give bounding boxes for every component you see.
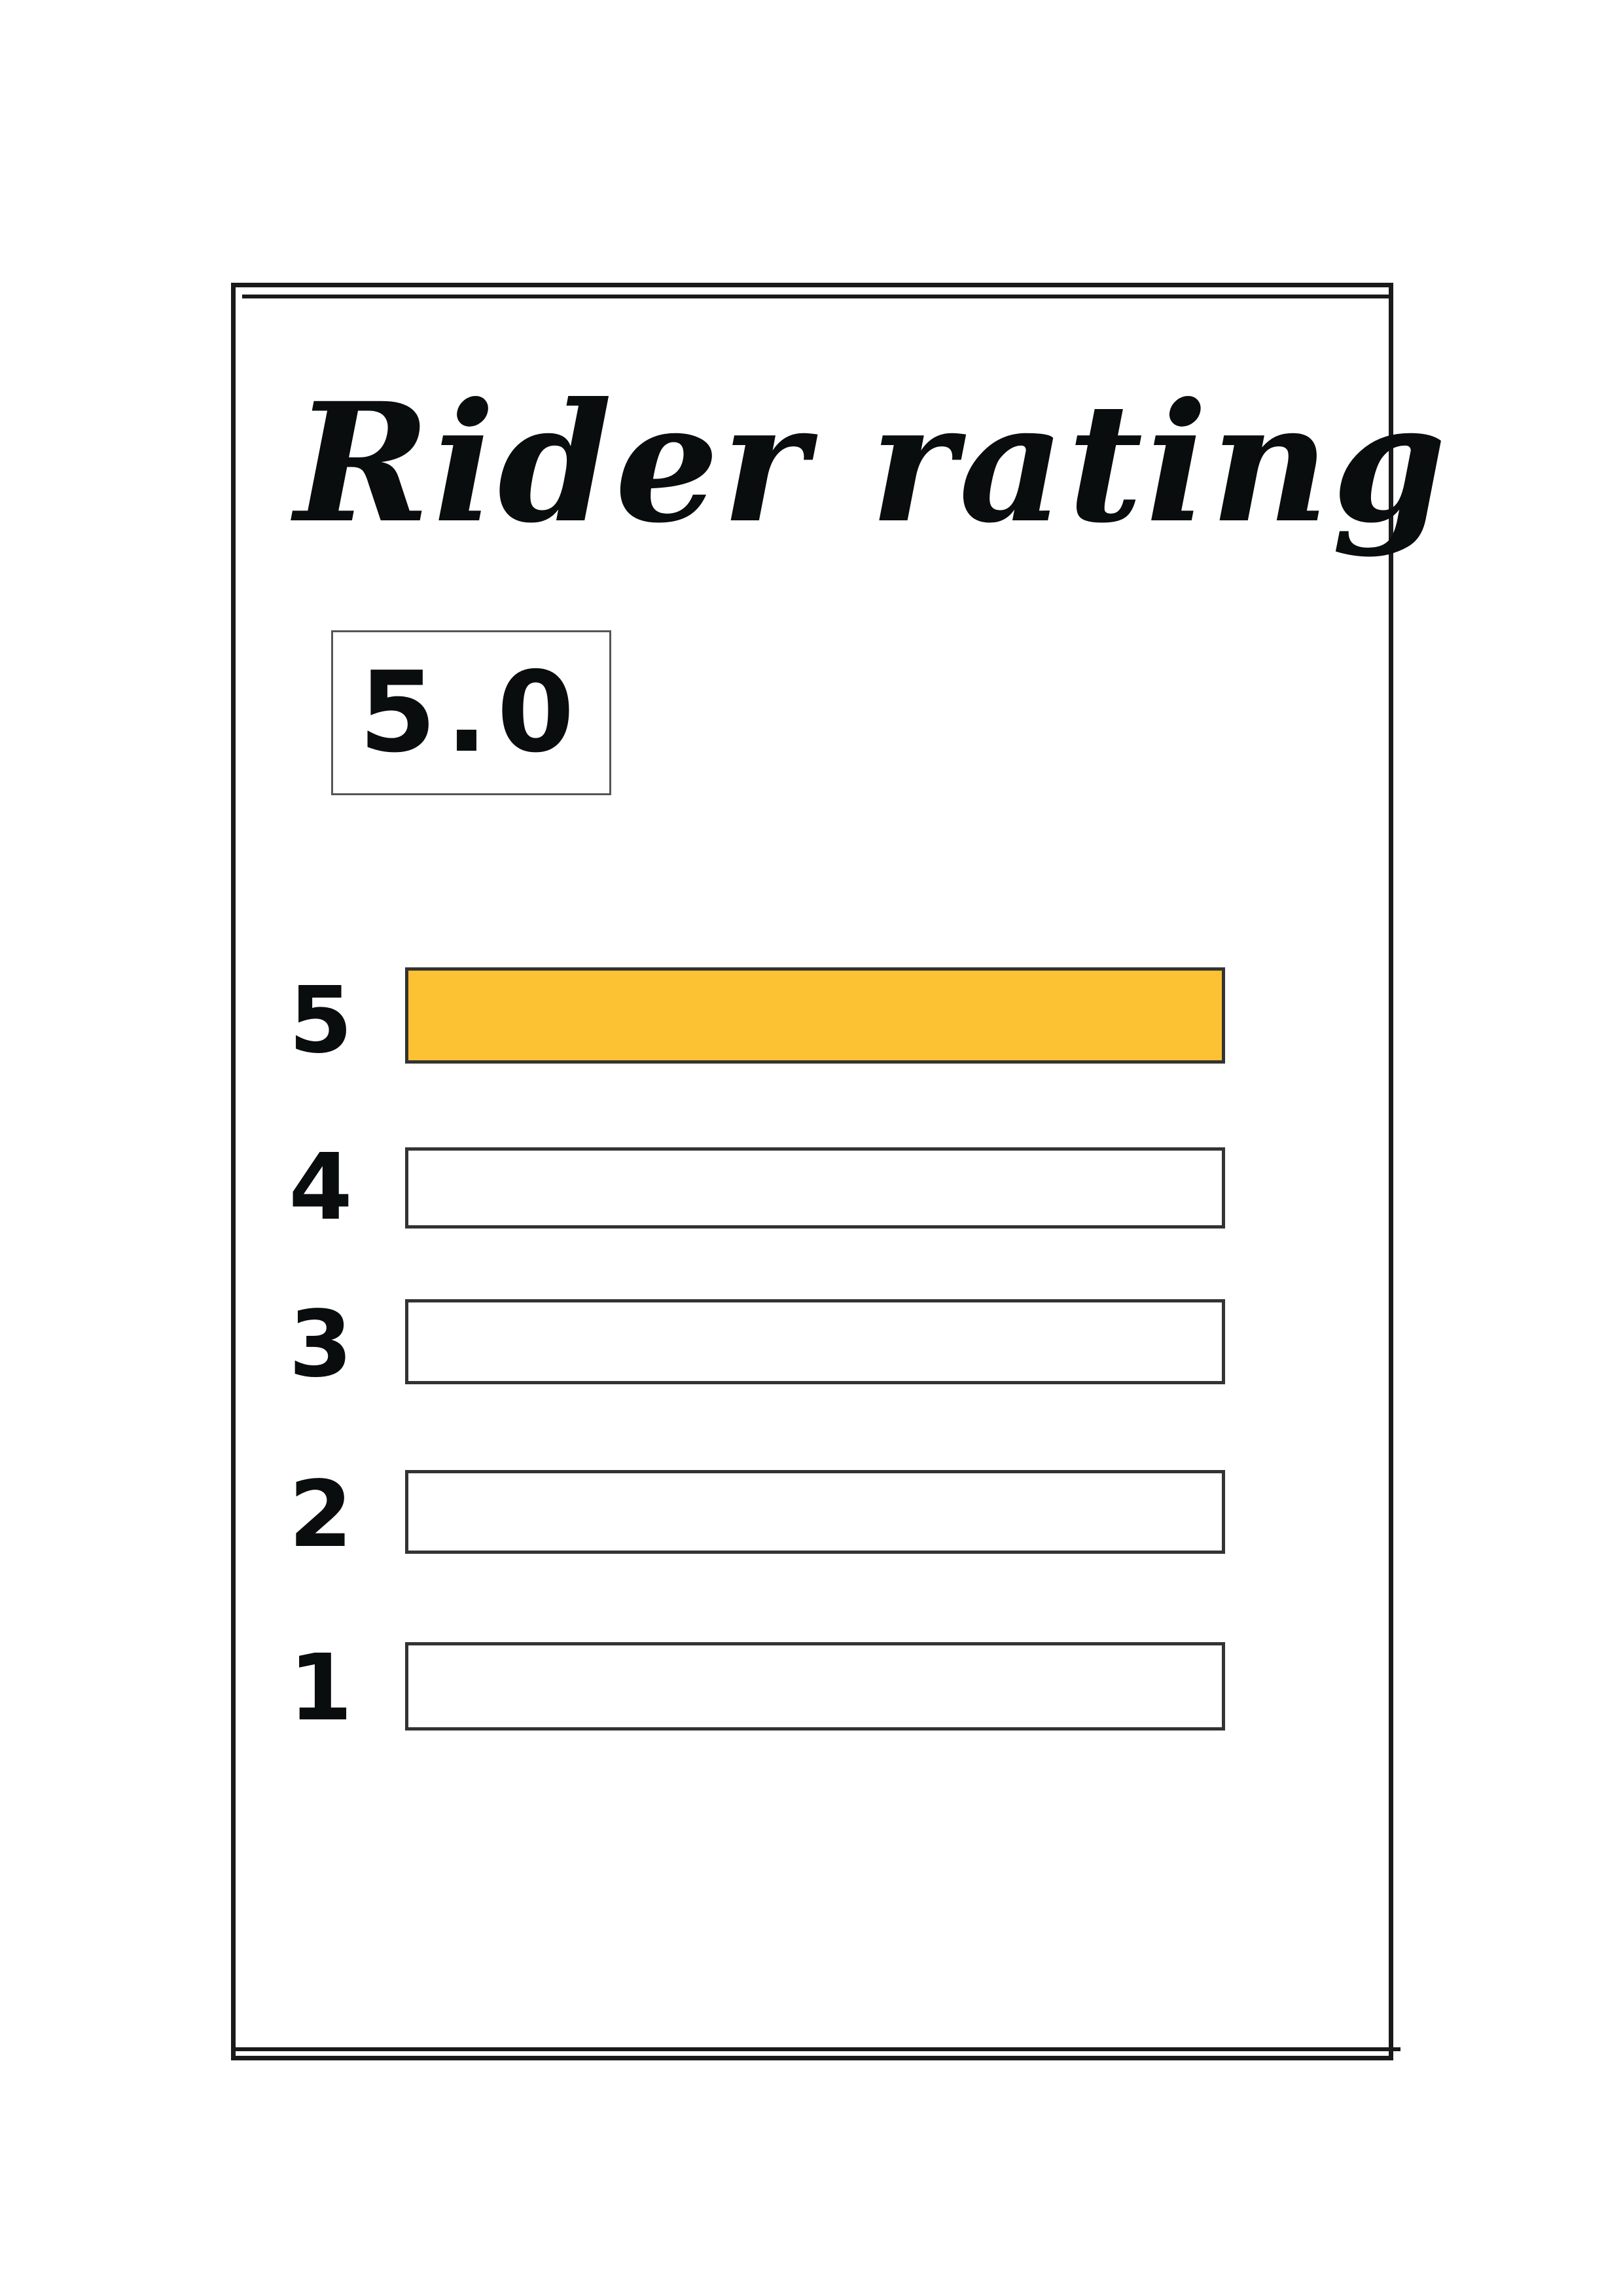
rating-bar-1 — [405, 1642, 1225, 1731]
frame-inner-line-bottom — [236, 2047, 1400, 2051]
frame-inner-line-top — [242, 295, 1389, 298]
rating-bar-5 — [405, 967, 1225, 1064]
rating-score: 5.0 — [331, 630, 611, 795]
rating-label-3: 3 — [289, 1291, 353, 1398]
rating-bar-2 — [405, 1470, 1225, 1554]
card-frame — [231, 283, 1393, 2060]
rating-label-2: 2 — [289, 1462, 353, 1568]
rating-bar-fill — [408, 971, 1222, 1060]
rating-label-1: 1 — [289, 1635, 353, 1742]
rating-label-5: 5 — [289, 967, 353, 1074]
rating-bar-4 — [405, 1147, 1225, 1229]
page-title: Rider rating — [294, 367, 1450, 559]
rating-label-4: 4 — [289, 1134, 353, 1241]
rating-bar-3 — [405, 1299, 1225, 1384]
